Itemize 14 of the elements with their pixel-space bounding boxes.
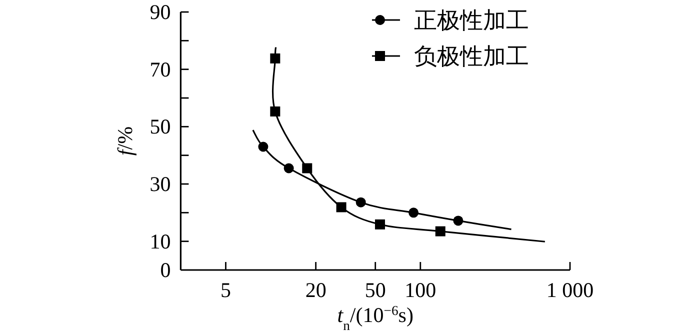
x-tick-label: 5 [220,278,231,302]
y-tick-label: 10 [150,229,171,254]
y-tick-label: 50 [150,114,171,139]
y-tick-label: 70 [150,57,171,82]
y-tick-label: 0 [160,258,171,282]
y-tick-label: 30 [150,172,171,196]
legend-label: 正极性加工 [414,8,529,33]
x-tick-label: 1 000 [546,278,594,302]
x-tick-label: 100 [404,278,436,302]
x-tick-label: 50 [364,278,386,302]
y-tick-label: 90 [150,0,171,24]
y-axis-title: f/% [113,126,137,156]
x-axis-title: t$_{n}$/(10$^{−6}$s) [337,302,414,331]
x-tick-label: 20 [305,278,326,302]
